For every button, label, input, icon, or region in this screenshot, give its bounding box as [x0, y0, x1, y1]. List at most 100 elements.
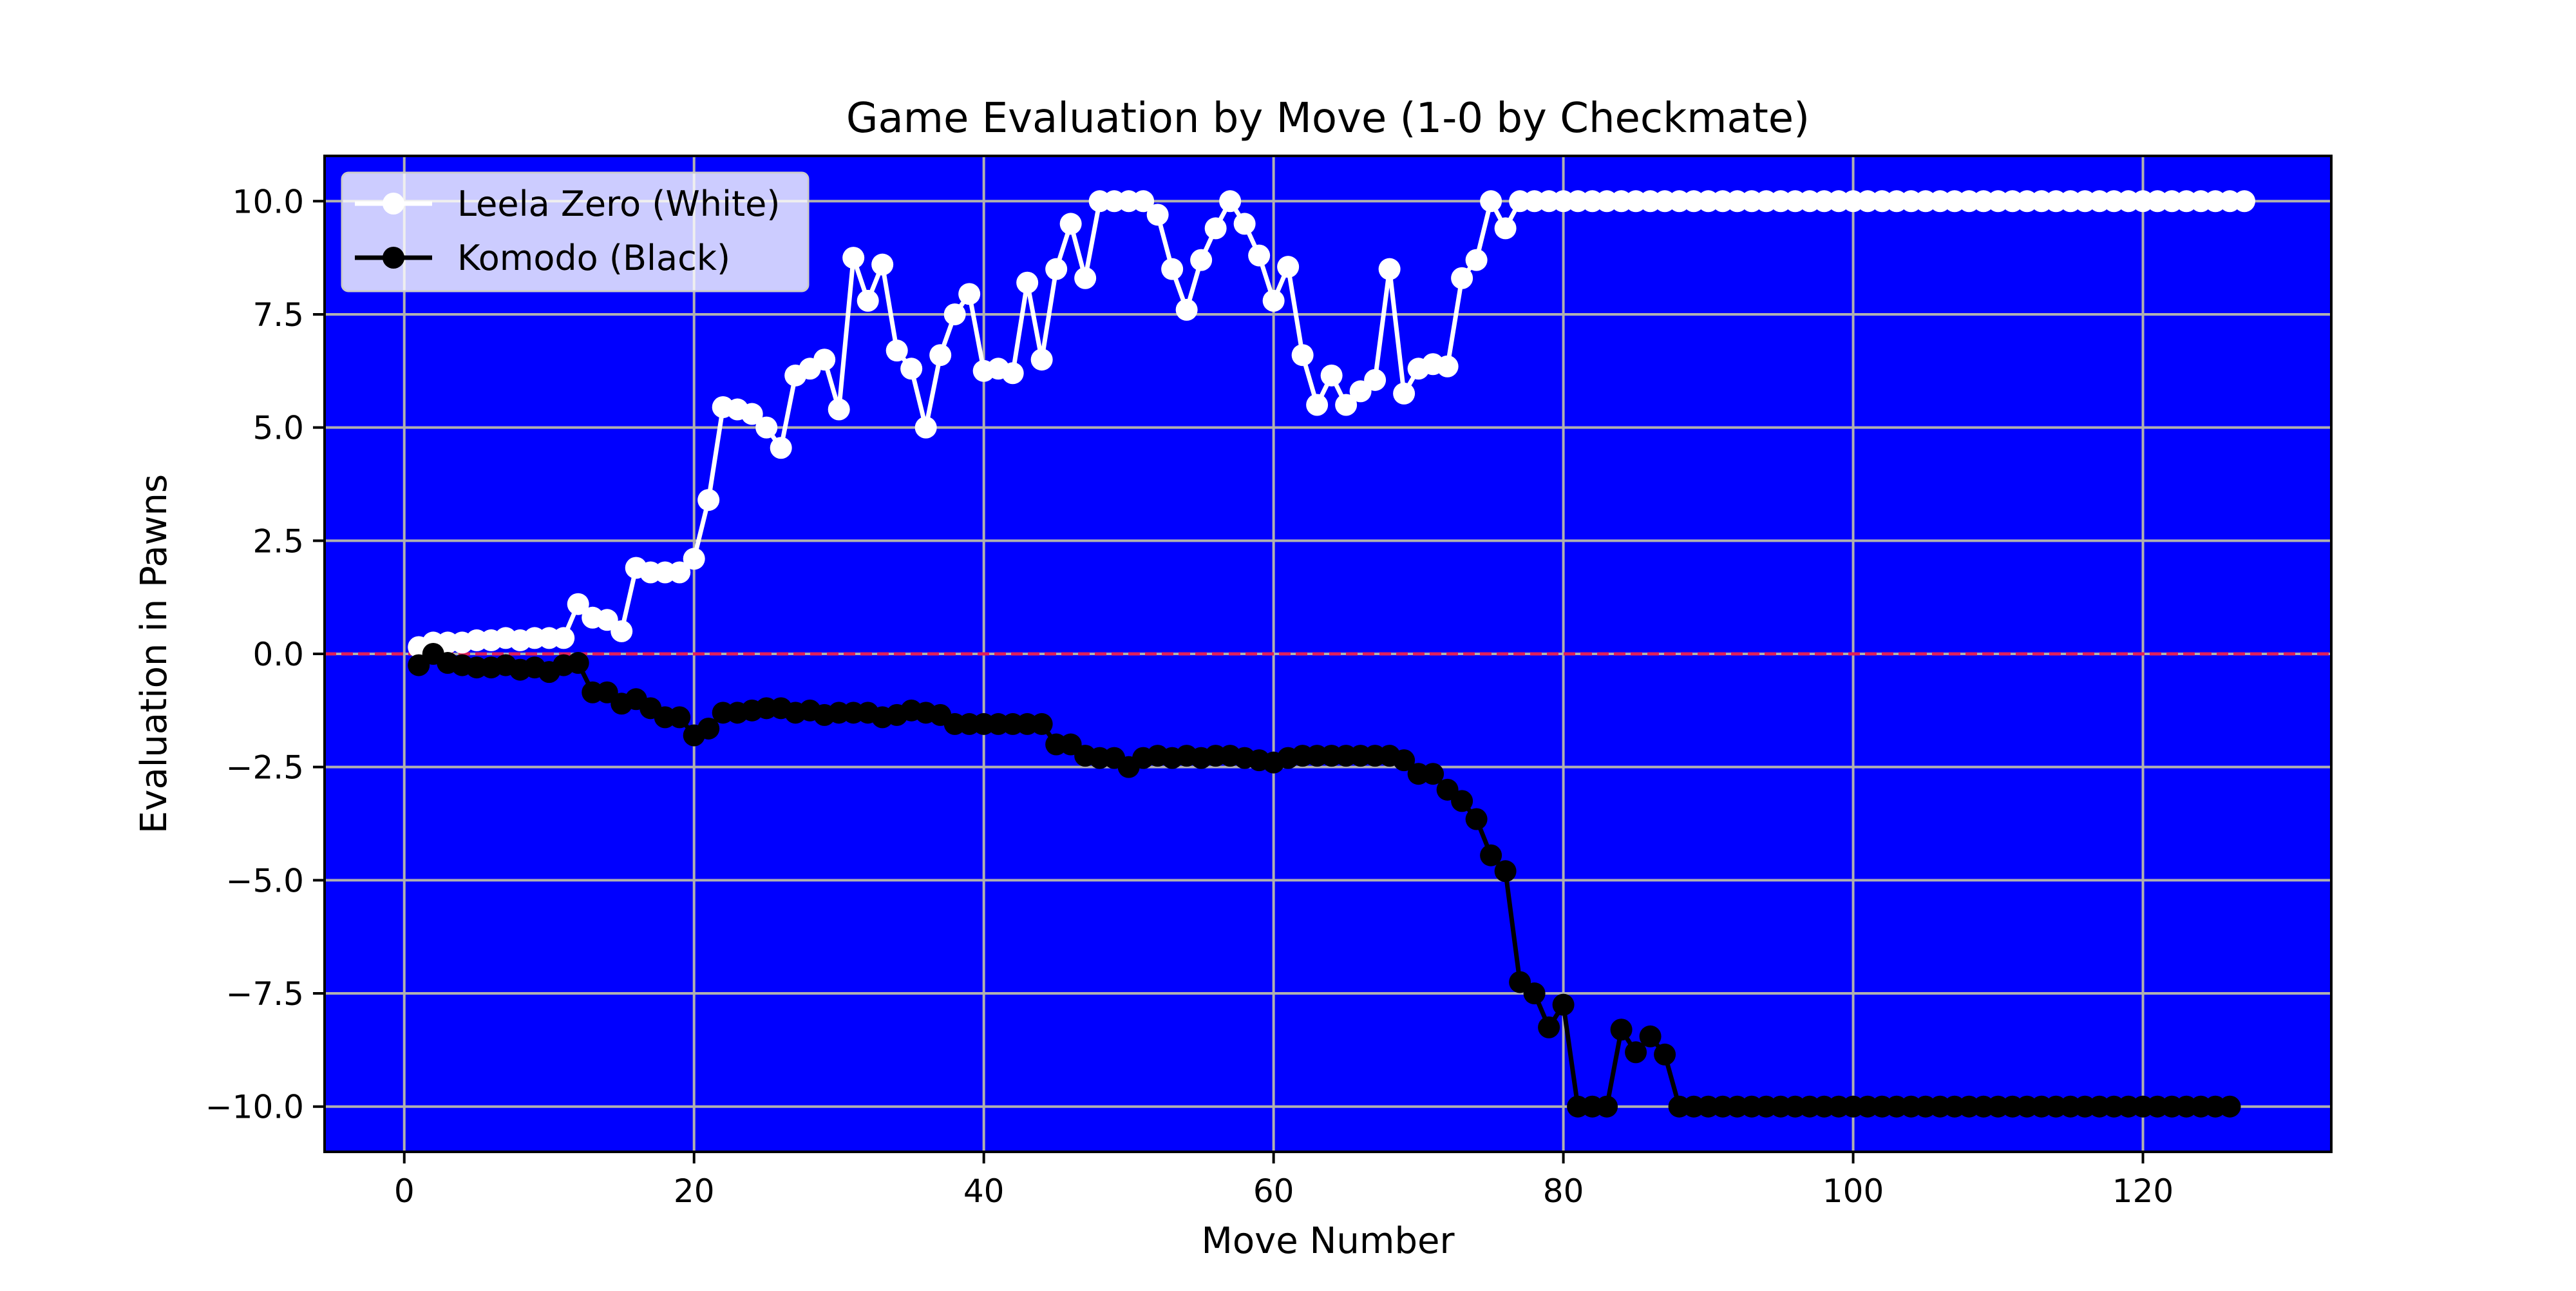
data-point: [1610, 1018, 1633, 1041]
data-point: [1190, 249, 1213, 271]
legend-label: Komodo (Black): [457, 238, 730, 278]
y-tick-label: −5.0: [226, 862, 304, 899]
data-point: [611, 620, 633, 642]
data-point: [1451, 267, 1473, 289]
data-point: [813, 349, 836, 371]
x-tick-label: 80: [1543, 1172, 1584, 1210]
data-point: [1552, 993, 1575, 1016]
data-point: [958, 283, 981, 305]
data-point: [2219, 1095, 2241, 1118]
x-tick-label: 60: [1253, 1172, 1294, 1210]
y-tick-label: 7.5: [252, 296, 304, 334]
data-point: [1030, 349, 1053, 371]
data-point: [1494, 217, 1517, 240]
data-point: [1393, 749, 1416, 772]
data-point: [1074, 267, 1097, 289]
data-point: [1132, 190, 1155, 213]
data-point: [1538, 1016, 1560, 1038]
data-point: [697, 717, 720, 740]
data-point: [1465, 808, 1488, 830]
data-point: [567, 593, 589, 615]
legend-label: Leela Zero (White): [457, 184, 780, 224]
y-tick-label: 2.5: [252, 522, 304, 560]
data-point: [1059, 213, 1082, 235]
data-point: [929, 344, 952, 367]
data-point: [2233, 190, 2256, 213]
data-point: [1465, 249, 1488, 271]
y-axis-label: Evaluation in Pawns: [133, 474, 175, 834]
tick-labels: 0 20 40 60 80 100 120 10.0 7.5 5.0 2.5 0.0 −2.5 −5.0 −…: [205, 183, 2174, 1210]
data-point: [1219, 190, 1242, 213]
data-point: [857, 289, 879, 312]
data-point: [1422, 763, 1444, 785]
data-point: [1378, 258, 1401, 280]
data-point: [1393, 382, 1416, 405]
data-point: [1320, 364, 1343, 387]
data-point: [1523, 982, 1546, 1005]
legend: Leela Zero (White) Komodo (Black): [341, 171, 810, 292]
data-point: [697, 489, 720, 512]
series-layer: [408, 190, 2256, 1118]
data-point: [741, 403, 763, 425]
data-point: [1480, 844, 1502, 866]
data-point: [1625, 1041, 1647, 1064]
data-point: [1335, 394, 1358, 416]
x-tick-label: 40: [963, 1172, 1005, 1210]
data-point: [1161, 258, 1184, 280]
data-point: [567, 652, 589, 674]
data-point: [1233, 213, 1256, 235]
data-point: [1204, 217, 1227, 240]
data-point: [755, 416, 778, 439]
data-point: [1494, 860, 1517, 883]
y-tick-label: 10.0: [232, 183, 304, 220]
legend-item-1: Leela Zero (White): [355, 184, 780, 224]
data-point: [683, 548, 705, 570]
data-point: [1436, 355, 1459, 378]
data-point: [1262, 289, 1285, 312]
data-point: [1030, 712, 1053, 735]
data-point: [770, 437, 792, 459]
data-point: [1175, 298, 1198, 321]
data-point: [1654, 1043, 1676, 1066]
x-axis-label: Move Number: [1202, 1220, 1455, 1262]
x-tick-label: 120: [2112, 1172, 2174, 1210]
data-point: [1045, 258, 1068, 280]
data-point: [1146, 204, 1169, 226]
legend-item-2: Komodo (Black): [355, 238, 730, 278]
y-tick-label: −7.5: [226, 975, 304, 1013]
data-point: [1306, 394, 1329, 416]
data-point: [1277, 256, 1300, 278]
data-point: [900, 358, 923, 380]
data-point: [553, 627, 575, 649]
data-point: [668, 561, 691, 584]
y-tick-label: 5.0: [252, 410, 304, 447]
data-point: [842, 247, 865, 269]
legend-box: [341, 171, 810, 292]
data-point: [1639, 1025, 1662, 1047]
data-point: [886, 339, 908, 362]
x-tick-label: 20: [674, 1172, 715, 1210]
data-point: [1480, 190, 1502, 213]
data-point: [1364, 368, 1387, 391]
data-point: [914, 416, 937, 439]
y-tick-label: −2.5: [226, 749, 304, 787]
data-point: [668, 706, 691, 729]
legend-marker: [383, 193, 404, 215]
y-tick-label: −10.0: [205, 1089, 304, 1126]
x-tick-label: 0: [394, 1172, 415, 1210]
data-point: [943, 303, 966, 325]
chart-title: Game Evaluation by Move (1-0 by Checkmat…: [846, 95, 1810, 142]
series-2: [408, 643, 2241, 1118]
data-point: [1596, 1095, 1618, 1118]
data-point: [1016, 271, 1039, 294]
x-tick-label: 100: [1823, 1172, 1884, 1210]
y-tick-label: 0.0: [252, 636, 304, 673]
data-point: [871, 253, 894, 276]
data-point: [1001, 362, 1024, 385]
legend-marker: [383, 247, 404, 269]
data-point: [1248, 244, 1271, 267]
data-point: [1291, 344, 1314, 367]
data-point: [828, 398, 850, 421]
